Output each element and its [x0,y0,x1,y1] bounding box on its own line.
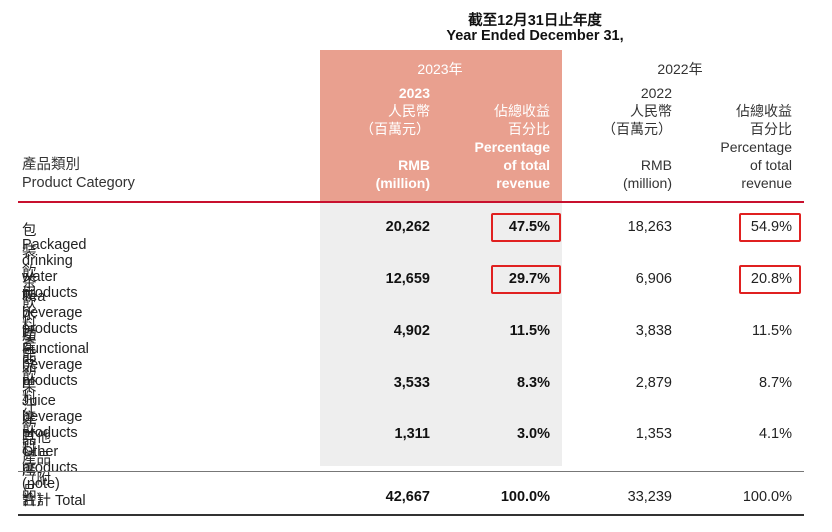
row-rmb-2022: 2,879 [635,375,672,391]
total-label: 合計 Total [22,493,86,509]
col-2023-pct-en-3: revenue [496,175,550,191]
row-label-zh: 包裝飲用水產品 [22,223,37,365]
row-rmb-2023: 20,262 [385,219,430,235]
row-label-en: Other products (note) [22,444,78,492]
row-pct-2023: 29.7% [508,271,550,287]
col-2023-pct-zh-2: 百分比 [508,121,550,137]
period-en: Year Ended December 31, [446,28,624,44]
year-2023-zh: 2023年 [417,61,463,77]
col-2022-pct-en-1: Percentage [720,139,792,155]
row-rmb-2023: 3,533 [393,375,430,391]
category-header-en: Product Category [22,175,135,191]
row-rmb-2023: 4,902 [393,323,430,339]
year-2022-zh: 2022年 [657,61,703,77]
total-pct-2023: 100.0% [500,489,550,505]
category-header: 產品類別 Product Category [22,156,135,192]
col-2022-currency-en: RMB [640,157,672,173]
col-2023-amount-header: 2023 人民幣 （百萬元） RMB (million) [330,84,430,192]
col-2022-pct-header: 佔總收益 百分比 Percentage of total revenue [682,102,792,192]
category-header-zh: 產品類別 [22,157,80,173]
col-2022-pct-en-2: of total [749,157,792,173]
row-label-en: Functional beverage products [22,341,89,389]
row-label-zh: 功能飲料產品 [22,327,37,448]
row-pct-2022: 8.7% [758,375,792,391]
row-rmb-2023: 1,311 [394,426,431,442]
col-2023-year: 2023 [398,85,430,101]
row-pct-2023: 11.5% [509,323,550,339]
row-label-en: Tea beverage products [22,289,83,337]
col-2023-pct-en-2: of total [503,157,550,173]
row-pct-2022: 20.8% [750,271,792,287]
row-label-zh: 茶飲料產品 [22,275,37,375]
period-zh: 截至12月31日止年度 [468,13,602,29]
header-2023-shade [320,50,562,203]
col-2023-currency-en: RMB [398,157,430,173]
row-rmb-2022: 1,353 [635,426,672,442]
col-2022-unit-en: (million) [623,175,672,191]
row-rmb-2023: 12,659 [385,271,430,287]
row-rmb-2022: 6,906 [635,271,672,287]
row-rmb-2022: 18,263 [627,219,672,235]
highlight-box [739,265,801,294]
row-pct-2022: 4.1% [758,426,792,442]
col-2022-pct-zh-2: 百分比 [750,121,792,137]
row-label-en: Packaged drinking water products [22,237,87,301]
col-2023-pct-en-1: Percentage [474,139,550,155]
col-2022-amount-header: 2022 人民幣 （百萬元） RMB (million) [572,84,672,192]
col-2022-currency-zh: 人民幣 [630,103,672,119]
col-2023-pct-zh-1: 佔總收益 [494,103,550,119]
total-divider [18,471,804,472]
highlight-box [739,213,801,242]
col-2022-pct-en-3: revenue [741,175,792,191]
total-rmb-2023: 42,667 [385,489,430,505]
row-pct-2023: 47.5% [508,219,550,235]
row-pct-2022: 54.9% [750,219,792,235]
row-label-en: Juice beverage products [22,393,83,441]
total-rmb-2022: 33,239 [627,489,672,505]
col-2022-unit-zh: （百萬元） [602,121,672,137]
col-2023-unit-en: (million) [375,175,430,191]
table-bottom-rule [18,514,804,516]
row-rmb-2022: 3,838 [635,323,672,339]
highlight-box [491,213,561,242]
col-2023-unit-zh: （百萬元） [360,121,430,137]
row-pct-2023: 8.3% [516,375,550,391]
row-label-zh: 果汁飲料產品 [22,379,37,500]
row-label-zh: 其他產品（附註） [22,430,51,509]
highlight-box [491,265,561,294]
col-2022-year: 2022 [640,85,672,101]
row-pct-2023: 3.0% [516,426,550,442]
total-pct-2022: 100.0% [742,489,792,505]
col-2022-pct-zh-1: 佔總收益 [736,103,792,119]
row-pct-2022: 11.5% [751,323,792,339]
col-2023-currency-zh: 人民幣 [388,103,430,119]
body-2023-shade [320,203,562,466]
col-2023-pct-header: 佔總收益 百分比 Percentage of total revenue [440,102,550,192]
header-divider [18,201,804,203]
